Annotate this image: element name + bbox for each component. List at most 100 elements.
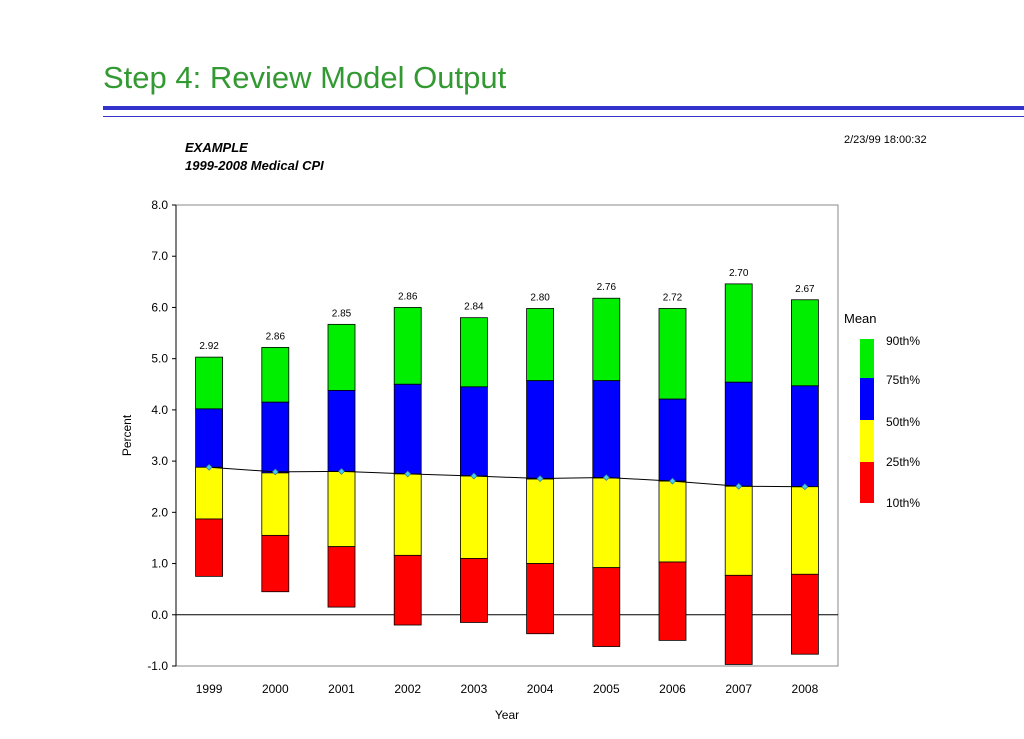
x-tick-label: 2002 [394,682,421,696]
mean-marker [470,472,478,480]
bar-segment-75th [658,398,687,482]
bar-segment-25th [195,518,224,577]
bar-segment-50th [526,478,554,564]
bar-segment-25th [393,554,422,626]
mean-label: 2.85 [332,308,352,319]
title-rule-thick [103,106,1024,110]
legend-label-10th: 10th% [886,496,920,510]
y-tick-label: 0.0 [151,608,168,622]
y-tick-label: 2.0 [151,505,168,519]
slide-title: Step 4: Review Model Output [103,60,507,95]
bar-segment-90th [195,356,224,410]
y-tick-label: 4.0 [151,403,168,417]
mean-marker [602,474,610,481]
bar-segment-90th [459,317,488,388]
bar-segment-75th [261,401,290,474]
x-tick-label: 2007 [725,682,752,696]
y-tick-label: 5.0 [151,352,168,366]
bar-segment-50th [327,470,356,548]
bar-segment-90th [393,307,422,385]
y-tick-label: 7.0 [151,249,168,263]
y-tick-label: 3.0 [151,454,168,468]
legend-swatch-90th [860,339,874,378]
bar-segment-50th [393,473,422,556]
mean-marker [271,468,279,476]
bar-segment-25th [261,534,290,593]
legend-title: Mean [844,311,877,326]
y-tick-label: 6.0 [151,300,168,314]
mean-marker [205,463,213,471]
bar-segment-90th [261,346,290,403]
report-title: EXAMPLE 1999-2008 Medical CPI [185,139,324,175]
bar-segment-75th [459,386,488,477]
title-rule-thin [103,116,1024,117]
x-tick-label: 2000 [262,682,289,696]
bar-segment-75th [195,408,224,468]
bar-segment-25th [724,574,753,665]
legend-label-25th: 25th% [886,455,920,469]
bar-segment-50th [658,480,687,563]
legend-swatch-75th [860,378,874,420]
mean-marker [669,477,676,485]
x-tick-label: 2008 [792,682,819,696]
x-tick-label: 1999 [196,682,223,696]
bar-segment-90th [526,308,554,382]
bar-segment-90th [658,308,687,400]
report-title-line2: 1999-2008 Medical CPI [185,158,324,173]
bar-segment-75th [791,385,819,488]
mean-marker [536,475,544,482]
bar-segment-50th [261,472,290,536]
mean-label: 2.84 [464,302,484,313]
y-tick-label: -1.0 [147,659,168,673]
mean-label: 2.67 [795,284,815,295]
mean-marker [735,482,743,490]
x-tick-label: 2004 [527,682,554,696]
bar-segment-25th [791,573,819,655]
mean-line [209,466,805,488]
mean-marker [404,470,412,478]
mean-label: 2.72 [663,292,683,303]
x-tick-label: 2005 [593,682,620,696]
bar-segment-25th [592,567,621,647]
x-tick-label: 2001 [328,682,355,696]
legend-swatch-25th [860,462,874,503]
legend-label-50th: 50th% [886,415,920,429]
mean-label: 2.76 [597,282,617,293]
mean-marker [338,467,345,475]
y-tick-label: 1.0 [151,557,168,571]
bar-segment-25th [327,546,356,608]
bar-segment-75th [327,390,356,472]
y-tick-label: 8.0 [151,198,168,212]
bar-segment-90th [327,323,356,391]
bar-segment-90th [724,283,753,383]
legend-label-75th: 75th% [886,373,920,387]
x-tick-label: 2006 [659,682,686,696]
legend-label-90th: 90th% [886,334,920,348]
bar-segment-25th [658,561,687,641]
bar-segment-25th [526,563,554,635]
legend-swatch-50th [860,420,874,462]
bar-segment-50th [592,477,621,569]
mean-marker [801,483,809,491]
mean-label: 2.86 [398,291,418,302]
bar-segment-75th [592,380,621,479]
x-axis-title: Year [495,708,519,722]
mean-label: 2.70 [729,268,749,279]
x-tick-label: 2003 [461,682,488,696]
bar-segment-90th [592,297,621,382]
bar-segment-25th [459,558,488,623]
mean-label: 2.92 [199,341,219,352]
bar-segment-50th [724,485,753,576]
report-timestamp: 2/23/99 18:00:32 [844,134,927,146]
bar-segment-75th [393,383,422,475]
y-axis-title: Percent [120,414,134,456]
bar-segment-50th [195,466,224,520]
bar-segment-90th [791,299,819,387]
report-title-line1: EXAMPLE [185,140,248,155]
bar-segment-50th [791,486,819,575]
bar-segment-75th [526,380,554,480]
mean-label: 2.86 [266,331,286,342]
bar-segment-50th [459,475,488,559]
mean-label: 2.80 [530,292,550,303]
